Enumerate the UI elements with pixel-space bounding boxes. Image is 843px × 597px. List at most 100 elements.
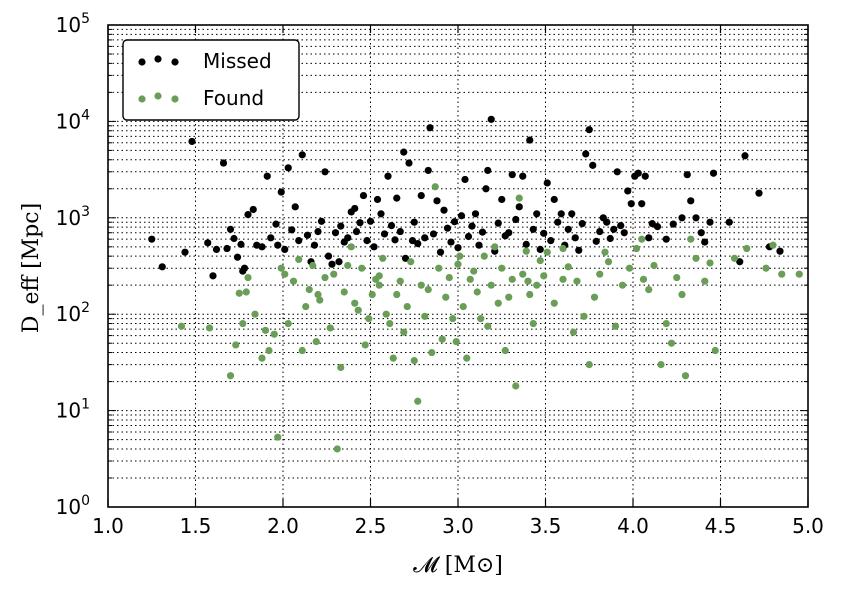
data-point-missed <box>188 137 196 146</box>
data-point-found <box>762 264 770 272</box>
data-point-found <box>368 290 376 299</box>
data-point-missed <box>209 272 217 280</box>
data-point-found <box>239 319 247 328</box>
data-point-found <box>316 296 324 304</box>
legend: Missed Found <box>122 39 300 121</box>
data-point-missed <box>585 126 593 134</box>
data-point-missed <box>468 222 476 230</box>
data-point-found <box>261 326 270 334</box>
x-tick-label: 4.0 <box>617 514 649 538</box>
data-point-missed <box>377 210 385 218</box>
data-point-found <box>251 310 259 318</box>
data-point-missed <box>776 247 784 255</box>
data-point-found <box>435 264 443 272</box>
data-point-missed <box>610 225 618 233</box>
data-point-missed <box>678 214 686 222</box>
data-point-missed <box>482 185 490 193</box>
data-point-found <box>386 319 394 328</box>
data-point-missed <box>321 168 329 176</box>
data-point-missed <box>613 168 621 176</box>
data-point-missed <box>401 254 410 262</box>
data-point-missed <box>550 195 558 204</box>
data-point-missed <box>461 175 469 184</box>
legend-missed-marker <box>138 55 179 66</box>
data-point-missed <box>426 124 434 132</box>
data-point-missed <box>697 229 705 237</box>
data-point-found <box>559 275 567 283</box>
data-point-found <box>778 270 786 278</box>
data-point-found <box>681 372 690 380</box>
data-point-found <box>618 281 627 289</box>
data-point-missed <box>204 239 212 247</box>
data-point-found <box>289 277 298 285</box>
data-point-found <box>421 312 429 320</box>
data-point-found <box>340 288 348 296</box>
data-point-missed <box>277 188 285 196</box>
data-point-missed <box>414 239 422 248</box>
data-point-missed <box>274 241 282 249</box>
data-point-missed <box>421 234 429 242</box>
data-point-missed <box>240 264 249 272</box>
x-tick-label: 2.5 <box>355 514 387 538</box>
data-point-found <box>645 285 653 294</box>
data-point-missed <box>741 152 749 160</box>
data-point-found <box>601 248 609 256</box>
data-point-found <box>284 319 292 328</box>
data-point-missed <box>272 220 280 228</box>
data-point-missed <box>298 151 306 159</box>
data-point-found <box>305 285 313 294</box>
data-point-found <box>379 254 387 262</box>
data-point-found <box>375 272 383 280</box>
data-point-found <box>389 354 397 362</box>
data-point-missed <box>638 200 646 208</box>
data-point-found <box>407 258 415 266</box>
data-point-found <box>242 288 250 296</box>
data-point-found <box>344 261 352 270</box>
data-point-missed <box>373 195 382 204</box>
data-point-missed <box>543 179 551 187</box>
data-point-missed <box>645 234 653 242</box>
data-point-found <box>449 315 457 323</box>
data-point-found <box>473 288 481 296</box>
data-point-missed <box>725 218 733 226</box>
data-points <box>148 115 803 453</box>
x-tick-label: 1.0 <box>92 514 124 538</box>
data-point-missed <box>328 260 336 268</box>
data-point-found <box>417 281 425 289</box>
data-point-found <box>711 346 719 355</box>
data-point-found <box>431 183 439 191</box>
data-point-found <box>508 275 516 283</box>
data-point-found <box>298 346 306 355</box>
y-tick-label: 101 <box>56 397 90 423</box>
data-point-missed <box>314 227 322 236</box>
data-point-found <box>438 335 446 343</box>
data-point-found <box>611 322 620 330</box>
data-point-found <box>424 285 432 294</box>
data-point-missed <box>284 164 292 172</box>
data-point-found <box>706 259 714 267</box>
data-point-missed <box>627 200 635 208</box>
data-point-missed <box>408 237 417 245</box>
data-point-found <box>632 244 641 253</box>
data-point-missed <box>624 187 632 195</box>
data-point-found <box>358 264 366 272</box>
legend-dot <box>138 95 146 103</box>
data-point-missed <box>568 210 576 218</box>
data-point-missed <box>706 218 714 226</box>
data-point-found <box>494 299 502 307</box>
data-point-missed <box>589 161 597 169</box>
data-point-missed <box>258 243 266 251</box>
data-point-found <box>529 319 537 328</box>
y-tick-label: 105 <box>56 11 90 37</box>
data-point-missed <box>487 115 495 123</box>
data-point-found <box>515 194 523 202</box>
data-point-found <box>396 277 404 285</box>
data-point-missed <box>417 191 425 200</box>
x-tick-label: 2.0 <box>267 514 299 538</box>
data-point-found <box>414 397 422 405</box>
data-point-missed <box>344 234 352 242</box>
data-point-missed <box>424 166 432 175</box>
legend-dot <box>154 92 162 100</box>
data-point-missed <box>471 210 480 218</box>
data-point-missed <box>505 229 513 237</box>
